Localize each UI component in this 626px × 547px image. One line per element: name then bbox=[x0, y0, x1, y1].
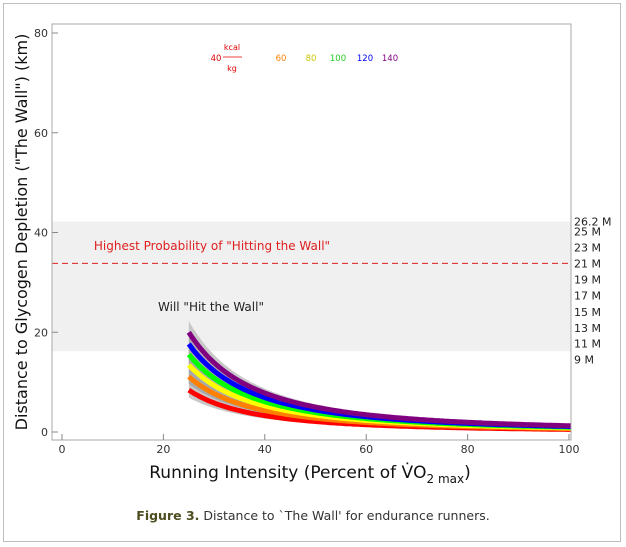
y-tick-label-80: 80 bbox=[34, 27, 48, 40]
y-tick-label-0: 0 bbox=[41, 426, 48, 439]
caption-text: Distance to `The Wall' for endurance run… bbox=[203, 508, 490, 523]
y-axis-title: Distance to Glycogen Depletion ("The Wal… bbox=[12, 34, 31, 431]
x-tick-label-40: 40 bbox=[258, 443, 272, 456]
marathon-label: 25 M bbox=[574, 226, 601, 239]
wall-zone-label: Will "Hit the Wall" bbox=[158, 300, 264, 314]
legend-label-60: 60 bbox=[276, 54, 287, 64]
legend-label-40: 40 bbox=[211, 54, 222, 64]
legend-unit-kcal: kcal bbox=[224, 43, 240, 52]
y-tick-label-60: 60 bbox=[34, 127, 48, 140]
marathon-label: 19 M bbox=[574, 273, 601, 286]
marathon-label: 15 M bbox=[574, 306, 601, 319]
marathon-label: 13 M bbox=[574, 322, 601, 335]
wall-distance-chart: 0 20 40 60 80 100 0 20 40 60 80 26.2 M25 M 23 M 21 … bbox=[12, 23, 611, 486]
y-tick-labels: 0 20 40 60 80 bbox=[34, 27, 48, 439]
x-tick-label-60: 60 bbox=[359, 443, 373, 456]
series-line-140 bbox=[186, 330, 571, 429]
legend-label-140: 140 bbox=[382, 54, 398, 64]
marathon-label: 17 M bbox=[574, 289, 601, 302]
x-axis-title: Running Intensity (Percent of V̇O2 max) bbox=[149, 462, 471, 486]
axis-ticks bbox=[52, 32, 570, 440]
x-tick-label-0: 0 bbox=[59, 443, 66, 456]
marathon-label: 26.2 M bbox=[574, 216, 611, 229]
marathon-label: 23 M bbox=[574, 241, 601, 254]
marathon-labels: 26.2 M25 M 23 M 21 M 19 M 17 M 15 M 13 M 11 M 9 … bbox=[574, 216, 611, 367]
x-tick-label-20: 20 bbox=[156, 443, 170, 456]
legend-unit-kg: kg bbox=[227, 64, 237, 73]
y-tick-label-20: 20 bbox=[34, 326, 48, 339]
figure-caption: Figure 3. Distance to `The Wall' for end… bbox=[0, 508, 626, 523]
caption-label: Figure 3. bbox=[136, 508, 200, 523]
marathon-label: 21 M bbox=[574, 257, 601, 270]
legend-label-80: 80 bbox=[306, 54, 317, 64]
series-legend: kcal kg 40 60 80 100 120 140 bbox=[211, 43, 399, 73]
x-tick-label-80: 80 bbox=[461, 443, 475, 456]
marathon-label: 9 M bbox=[574, 354, 594, 367]
marathon-label: 11 M bbox=[574, 338, 601, 351]
x-tick-labels: 0 20 40 60 80 100 bbox=[59, 443, 580, 456]
wall-zone bbox=[52, 221, 571, 352]
legend-label-100: 100 bbox=[330, 54, 346, 64]
series-group bbox=[186, 330, 571, 432]
peak-line-label: Highest Probability of "Hitting the Wall… bbox=[94, 239, 330, 253]
y-tick-label-40: 40 bbox=[34, 227, 48, 240]
x-tick-label-100: 100 bbox=[559, 443, 580, 456]
legend-label-120: 120 bbox=[357, 54, 373, 64]
